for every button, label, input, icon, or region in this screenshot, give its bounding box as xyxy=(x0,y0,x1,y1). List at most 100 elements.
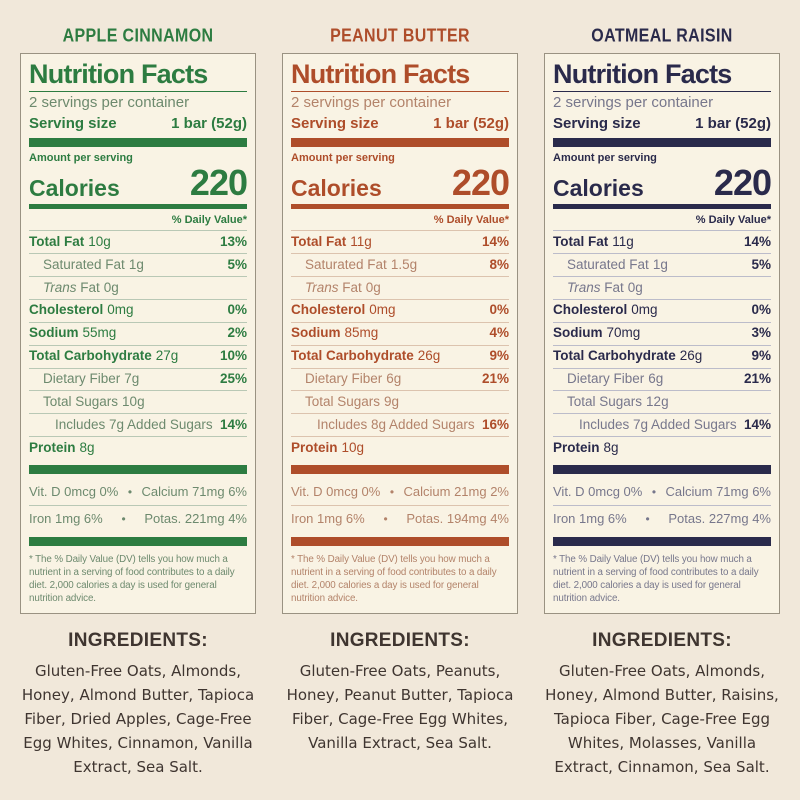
nutrient-name: Saturated Fat xyxy=(305,256,387,272)
bullet-separator: • xyxy=(645,511,650,526)
divider-bar-thick xyxy=(553,465,771,475)
divider-bar-medium xyxy=(553,204,771,210)
nutrient-daily-value: 9% xyxy=(751,348,771,364)
nutrition-facts-title: Nutrition Facts xyxy=(29,59,208,89)
nutrient-name: Sodium xyxy=(553,325,603,341)
calories-label: Calories xyxy=(553,175,644,202)
divider-hairline xyxy=(553,91,771,93)
nutrition-facts-panel: Nutrition Facts 2 servings per container… xyxy=(20,53,256,615)
nutrition-facts-panel: Nutrition Facts 2 servings per container… xyxy=(544,53,780,615)
micronutrient-row: Vit. D 0mcg 0% • Calcium 71mg 6% xyxy=(553,479,771,505)
divider-bar-thick xyxy=(291,465,509,475)
nutrient-row: Total Carbohydrate 26g 9% xyxy=(553,344,771,368)
nutrient-amount: 26g xyxy=(417,348,441,364)
nutrient-daily-value: 5% xyxy=(751,256,771,272)
daily-value-header: % Daily Value* xyxy=(695,214,771,227)
nutrient-row: Cholesterol 0mg 0% xyxy=(29,298,247,322)
nutrition-facts-panel: Nutrition Facts 2 servings per container… xyxy=(282,53,518,615)
nutrient-name: Includes 8g Added Sugars xyxy=(317,416,475,432)
serving-size-value: 1 bar (52g) xyxy=(433,115,509,133)
divider-bar-medium xyxy=(291,204,509,210)
nutrient-daily-value: 21% xyxy=(481,371,509,387)
calories-label: Calories xyxy=(291,175,382,202)
nutrient-name: Includes 7g Added Sugars xyxy=(55,416,213,432)
nutrient-amount: 1.5g xyxy=(390,256,418,272)
ingredients-title: INGREDIENTS: xyxy=(330,630,470,652)
nutrient-daily-value: 14% xyxy=(481,233,509,249)
nutrient-row: Protein 10g xyxy=(291,436,509,459)
divider-bar-thick xyxy=(29,138,247,148)
serving-size-label: Serving size xyxy=(553,115,641,133)
nutrient-amount: 8g xyxy=(79,439,95,455)
nutrient-name: Trans Fat xyxy=(305,279,362,295)
calories-value: 220 xyxy=(189,162,248,204)
nutrient-name: Total Carbohydrate xyxy=(291,348,414,364)
nutrient-daily-value: 25% xyxy=(219,371,247,387)
nutrient-name: Total Carbohydrate xyxy=(29,348,152,364)
ingredients-text: Gluten-Free Oats, Peanuts, Honey, Peanut… xyxy=(286,662,514,753)
nutrition-facts-title: Nutrition Facts xyxy=(553,59,732,89)
divider-bar-thick xyxy=(291,138,509,148)
ingredients-section: INGREDIENTS: Gluten-Free Oats, Almonds, … xyxy=(20,630,256,779)
calories-row: Calories 220 xyxy=(291,164,510,202)
nutrient-name: Trans Fat xyxy=(43,279,100,295)
nutrient-row: Saturated Fat 1g 5% xyxy=(553,253,771,276)
nutrient-row: Cholesterol 0mg 0% xyxy=(553,298,771,322)
amount-per-serving-label: Amount per serving xyxy=(553,152,657,165)
nutrient-amount: 0g xyxy=(103,279,119,295)
ingredients-title: INGREDIENTS: xyxy=(592,630,732,652)
nutrient-name: Sodium xyxy=(29,325,79,341)
serving-size-label: Serving size xyxy=(291,115,379,133)
nutrient-row: Includes 7g Added Sugars 14% xyxy=(29,413,247,436)
micronutrient-right: Potas. 194mg 4% xyxy=(406,510,509,526)
nutrient-row: Total Carbohydrate 27g 10% xyxy=(29,344,247,368)
ingredients-text: Gluten-Free Oats, Almonds, Honey, Almond… xyxy=(545,662,779,777)
nutrient-row: Dietary Fiber 6g 21% xyxy=(291,367,509,391)
nutrient-row: Trans Fat 0g xyxy=(291,276,509,299)
nutrient-rows: Total Fat 11g 14% Saturated Fat 1g 5% Trans Fa… xyxy=(553,230,771,459)
servings-per-container: 2 servings per container xyxy=(553,94,714,112)
nutrient-name: Dietary Fiber xyxy=(567,371,645,387)
nutrient-row: Total Fat 11g 14% xyxy=(553,230,771,253)
nutrient-daily-value: 13% xyxy=(219,233,247,249)
nutrient-daily-value: 2% xyxy=(227,325,247,341)
serving-size-row: Serving size 1 bar (52g) xyxy=(553,115,771,132)
nutrient-name: Protein xyxy=(29,439,76,455)
nutrient-row: Sodium 70mg 3% xyxy=(553,321,771,345)
nutrient-daily-value: 9% xyxy=(489,348,509,364)
nutrient-row: Protein 8g xyxy=(553,436,771,459)
flavor-column: OATMEAL RAISIN Nutrition Facts 2 serving… xyxy=(544,25,780,779)
nutrient-row: Trans Fat 0g xyxy=(553,276,771,299)
nutrient-daily-value: 3% xyxy=(751,325,771,341)
nutrient-amount: 55mg xyxy=(82,325,117,341)
micronutrient-row: Iron 1mg 6% • Potas. 227mg 4% xyxy=(553,504,771,532)
nutrient-rows: Total Fat 10g 13% Saturated Fat 1g 5% Trans Fa… xyxy=(29,230,247,459)
nutrient-name: Cholesterol xyxy=(291,302,366,318)
bullet-separator: • xyxy=(121,511,126,526)
flavor-column: PEANUT BUTTER Nutrition Facts 2 servings… xyxy=(282,25,518,779)
bullet-separator: • xyxy=(389,485,395,500)
micronutrient-right: Calcium 21mg 2% xyxy=(403,484,510,500)
micronutrient-left: Iron 1mg 6% xyxy=(29,510,103,526)
ingredients-title: INGREDIENTS: xyxy=(68,630,208,652)
nutrient-name: Saturated Fat xyxy=(567,256,649,272)
servings-per-container: 2 servings per container xyxy=(291,94,452,112)
amount-per-serving-label: Amount per serving xyxy=(291,152,395,165)
nutrient-row: Includes 7g Added Sugars 14% xyxy=(553,413,771,436)
divider-bar-thick xyxy=(29,537,247,547)
micronutrient-right: Calcium 71mg 6% xyxy=(665,484,772,500)
nutrient-amount: 11g xyxy=(612,233,634,249)
serving-size-value: 1 bar (52g) xyxy=(171,115,247,133)
bullet-separator: • xyxy=(127,485,133,500)
daily-value-footnote: * The % Daily Value (DV) tells you how m… xyxy=(29,554,235,605)
nutrient-row: Trans Fat 0g xyxy=(29,276,247,299)
micronutrient-left: Vit. D 0mcg 0% xyxy=(553,484,643,500)
nutrient-daily-value: 4% xyxy=(489,325,509,341)
divider-bar-thick xyxy=(553,138,771,148)
nutrient-name: Total Sugars xyxy=(43,393,119,409)
nutrient-daily-value: 0% xyxy=(489,302,509,318)
serving-size-value: 1 bar (52g) xyxy=(695,115,771,133)
nutrient-name: Cholesterol xyxy=(553,302,628,318)
divider-hairline xyxy=(291,91,509,93)
divider-bar-thick xyxy=(291,537,509,547)
